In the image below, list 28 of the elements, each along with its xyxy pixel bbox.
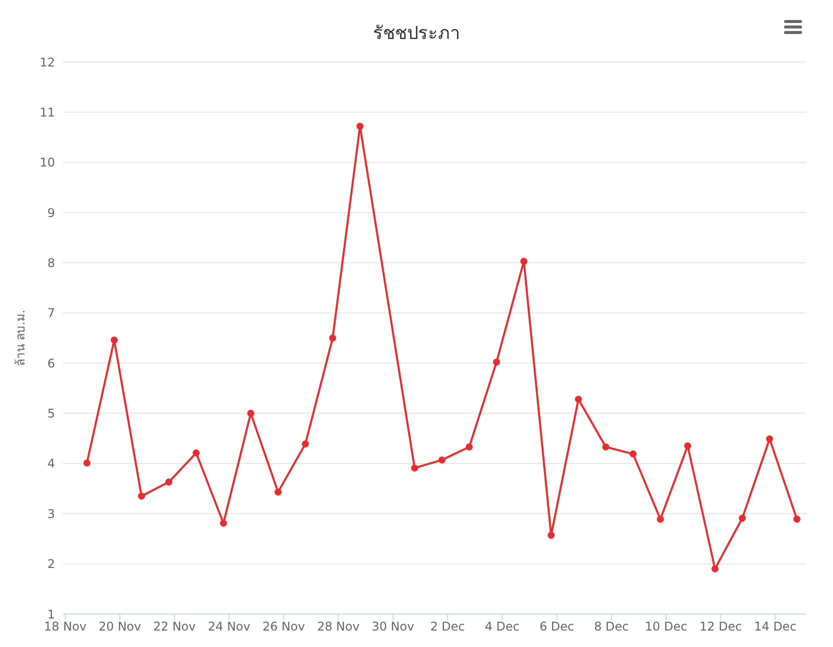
y-tick-label: 6 — [47, 356, 55, 370]
x-tick-label: 8 Dec — [594, 620, 629, 634]
x-tick-label: 6 Dec — [539, 620, 574, 634]
x-tick-label: 12 Dec — [700, 620, 742, 634]
y-tick-label: 3 — [47, 506, 55, 521]
x-tick-label: 28 Nov — [317, 620, 360, 634]
y-tick-label: 12 — [40, 55, 55, 70]
y-tick-label: 5 — [47, 406, 55, 421]
y-tick-label: 11 — [40, 105, 55, 120]
x-tick-label: 14 Dec — [754, 620, 796, 634]
y-tick-label: 9 — [47, 206, 55, 220]
x-tick-label: 2 Dec — [430, 620, 465, 634]
x-tick-label: 4 Dec — [484, 620, 520, 634]
x-tick-label: 24 Nov — [208, 620, 250, 634]
x-tick-label: 30 Nov — [372, 620, 414, 634]
x-tick-label: 10 Dec — [644, 620, 688, 634]
y-tick-label: 4 — [47, 456, 55, 471]
y-axis-title: ล้าน ลบ.ม. — [13, 310, 28, 366]
x-tick-label: 22 Nov — [153, 620, 196, 634]
x-tick-label: 20 Nov — [98, 620, 142, 634]
x-tick-label: 18 Nov — [44, 620, 87, 634]
y-tick-label: 10 — [40, 156, 55, 170]
chart-title: รัชชประภา — [372, 22, 461, 46]
x-tick-label: 26 Nov — [262, 620, 305, 634]
y-tick-label: 1 — [47, 607, 55, 622]
y-tick-label: 2 — [47, 557, 55, 572]
y-tick-label: 7 — [47, 306, 55, 320]
y-tick-label: 8 — [47, 256, 55, 270]
